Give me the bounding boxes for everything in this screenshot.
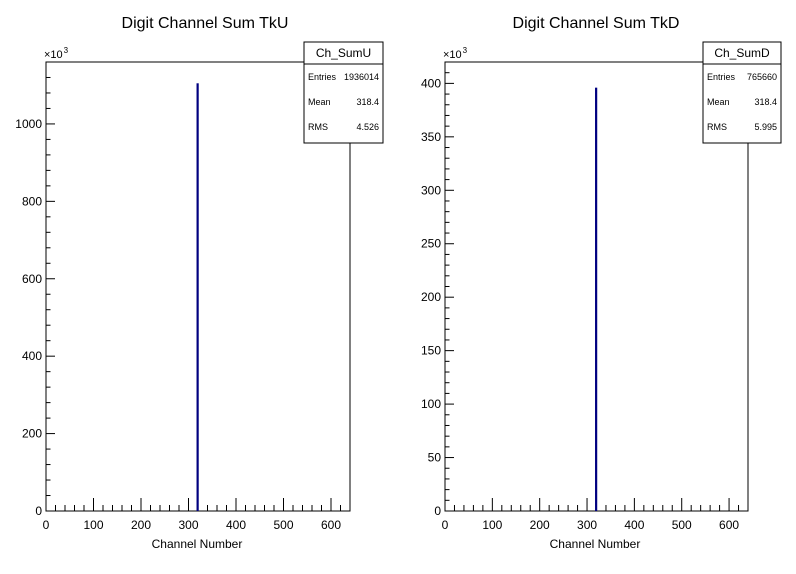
x-tick-label: 200	[530, 518, 550, 532]
y-tick-label: 200	[421, 290, 441, 304]
y-axis-multiplier: ×10	[443, 49, 462, 61]
x-axis-label: Channel Number	[550, 537, 641, 551]
y-tick-label: 300	[421, 183, 441, 197]
x-tick-label: 100	[83, 518, 103, 532]
stats-label: Mean	[308, 97, 331, 107]
x-tick-label: 200	[131, 518, 151, 532]
x-tick-label: 0	[442, 518, 449, 532]
stats-value: 5.995	[754, 122, 777, 132]
x-tick-label: 100	[482, 518, 502, 532]
histogram-panel-tku: Digit Channel Sum TkU Channel Number 0 10…	[15, 15, 384, 551]
y-tick-label: 600	[22, 272, 42, 286]
stats-box-frame	[303, 41, 384, 144]
stats-box: Ch_SumD Entries 765660 Mean 318.4 RMS 5.995	[702, 41, 782, 144]
x-tick-label: 0	[43, 518, 50, 532]
stats-value: 765660	[747, 72, 777, 82]
stats-value: 318.4	[754, 97, 777, 107]
x-tick-label: 400	[226, 518, 246, 532]
x-axis-label: Channel Number	[152, 537, 243, 551]
y-tick-label: 250	[421, 237, 441, 251]
stats-label: RMS	[308, 122, 328, 132]
y-tick-label: 800	[22, 194, 42, 208]
y-tick-label: 50	[428, 451, 442, 465]
y-tick-label: 200	[22, 427, 42, 441]
y-tick-label: 350	[421, 130, 441, 144]
x-tick-label: 300	[178, 518, 198, 532]
histogram-bar	[196, 83, 199, 512]
x-tick-label: 600	[719, 518, 739, 532]
chart-title: Digit Channel Sum TkD	[513, 15, 680, 32]
stats-label: Entries	[308, 72, 337, 82]
y-axis-multiplier-exponent: 3	[463, 46, 468, 55]
stats-box: Ch_SumU Entries 1936014 Mean 318.4 RMS 4.526	[303, 41, 384, 144]
x-tick-label: 600	[321, 518, 341, 532]
y-axis-multiplier: ×10	[44, 49, 63, 61]
stats-value: 4.526	[356, 122, 379, 132]
y-axis-multiplier-exponent: 3	[64, 46, 69, 55]
stats-box-frame	[702, 41, 782, 144]
stats-label: Entries	[707, 72, 736, 82]
histogram-bar	[595, 87, 598, 512]
stats-label: Mean	[707, 97, 730, 107]
y-tick-label: 400	[22, 349, 42, 363]
y-tick-label: 0	[434, 504, 441, 518]
stats-value: 318.4	[356, 97, 379, 107]
chart-title: Digit Channel Sum TkU	[122, 15, 289, 32]
stats-label: RMS	[707, 122, 727, 132]
y-tick-label: 0	[35, 504, 42, 518]
x-tick-label: 500	[672, 518, 692, 532]
x-tick-label: 300	[577, 518, 597, 532]
y-tick-label: 100	[421, 397, 441, 411]
histogram-panel-tkd: Digit Channel Sum TkD Channel Number 0 10…	[421, 15, 782, 551]
y-tick-label: 400	[421, 76, 441, 90]
stats-box-title: Ch_SumD	[714, 46, 770, 60]
x-tick-label: 400	[624, 518, 644, 532]
x-tick-label: 500	[273, 518, 293, 532]
stats-box-title: Ch_SumU	[316, 46, 371, 60]
y-tick-label: 150	[421, 344, 441, 358]
stats-value: 1936014	[344, 72, 379, 82]
y-tick-label: 1000	[15, 117, 42, 131]
